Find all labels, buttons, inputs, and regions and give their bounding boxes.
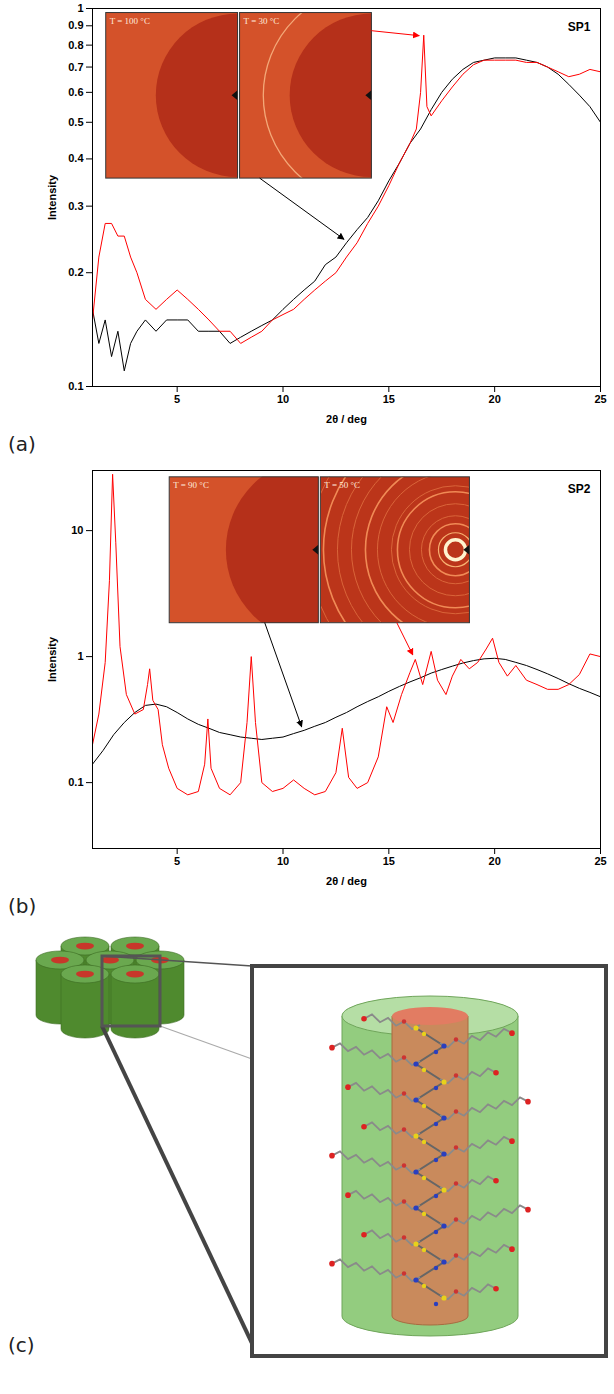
svg-text:1: 1 bbox=[77, 2, 83, 14]
svg-text:T = 30 °C: T = 30 °C bbox=[244, 16, 280, 26]
svg-text:SP2: SP2 bbox=[568, 482, 591, 496]
svg-text:T = 100 °C: T = 100 °C bbox=[110, 16, 150, 26]
html-text:(a): (a) bbox=[8, 432, 36, 456]
svg-text:20: 20 bbox=[489, 393, 501, 405]
svg-text:1: 1 bbox=[77, 650, 83, 662]
svg-text:SP1: SP1 bbox=[568, 20, 591, 34]
svg-text:0.1: 0.1 bbox=[68, 380, 83, 392]
svg-text:Intensity: Intensity bbox=[46, 636, 58, 682]
svg-text:0.7: 0.7 bbox=[68, 61, 83, 73]
svg-text:0.2: 0.2 bbox=[68, 266, 83, 278]
svg-text:10: 10 bbox=[71, 524, 83, 536]
html-text:(b): (b) bbox=[8, 894, 37, 918]
svg-text:0.4: 0.4 bbox=[68, 152, 84, 164]
svg-text:0.6: 0.6 bbox=[68, 86, 83, 98]
svg-text:15: 15 bbox=[383, 855, 395, 867]
svg-text:0.1: 0.1 bbox=[68, 776, 83, 788]
svg-text:0.9: 0.9 bbox=[68, 19, 83, 31]
svg-text:0.8: 0.8 bbox=[68, 39, 83, 51]
svg-text:2θ / deg: 2θ / deg bbox=[326, 413, 367, 425]
svg-text:25: 25 bbox=[594, 393, 606, 405]
svg-text:Intensity: Intensity bbox=[46, 174, 58, 220]
svg-text:2θ / deg: 2θ / deg bbox=[326, 875, 367, 887]
svg-text:15: 15 bbox=[383, 393, 395, 405]
svg-text:0.5: 0.5 bbox=[68, 116, 83, 128]
svg-text:10: 10 bbox=[277, 393, 289, 405]
svg-text:5: 5 bbox=[174, 393, 180, 405]
svg-text:(c): (c) bbox=[8, 1333, 35, 1357]
svg-text:T = 90 °C: T = 90 °C bbox=[173, 480, 209, 490]
svg-text:5: 5 bbox=[174, 855, 180, 867]
svg-text:20: 20 bbox=[489, 855, 501, 867]
svg-text:10: 10 bbox=[277, 855, 289, 867]
svg-text:0.3: 0.3 bbox=[68, 200, 83, 212]
svg-text:25: 25 bbox=[594, 855, 606, 867]
svg-text:T = 50 °C: T = 50 °C bbox=[324, 480, 360, 490]
